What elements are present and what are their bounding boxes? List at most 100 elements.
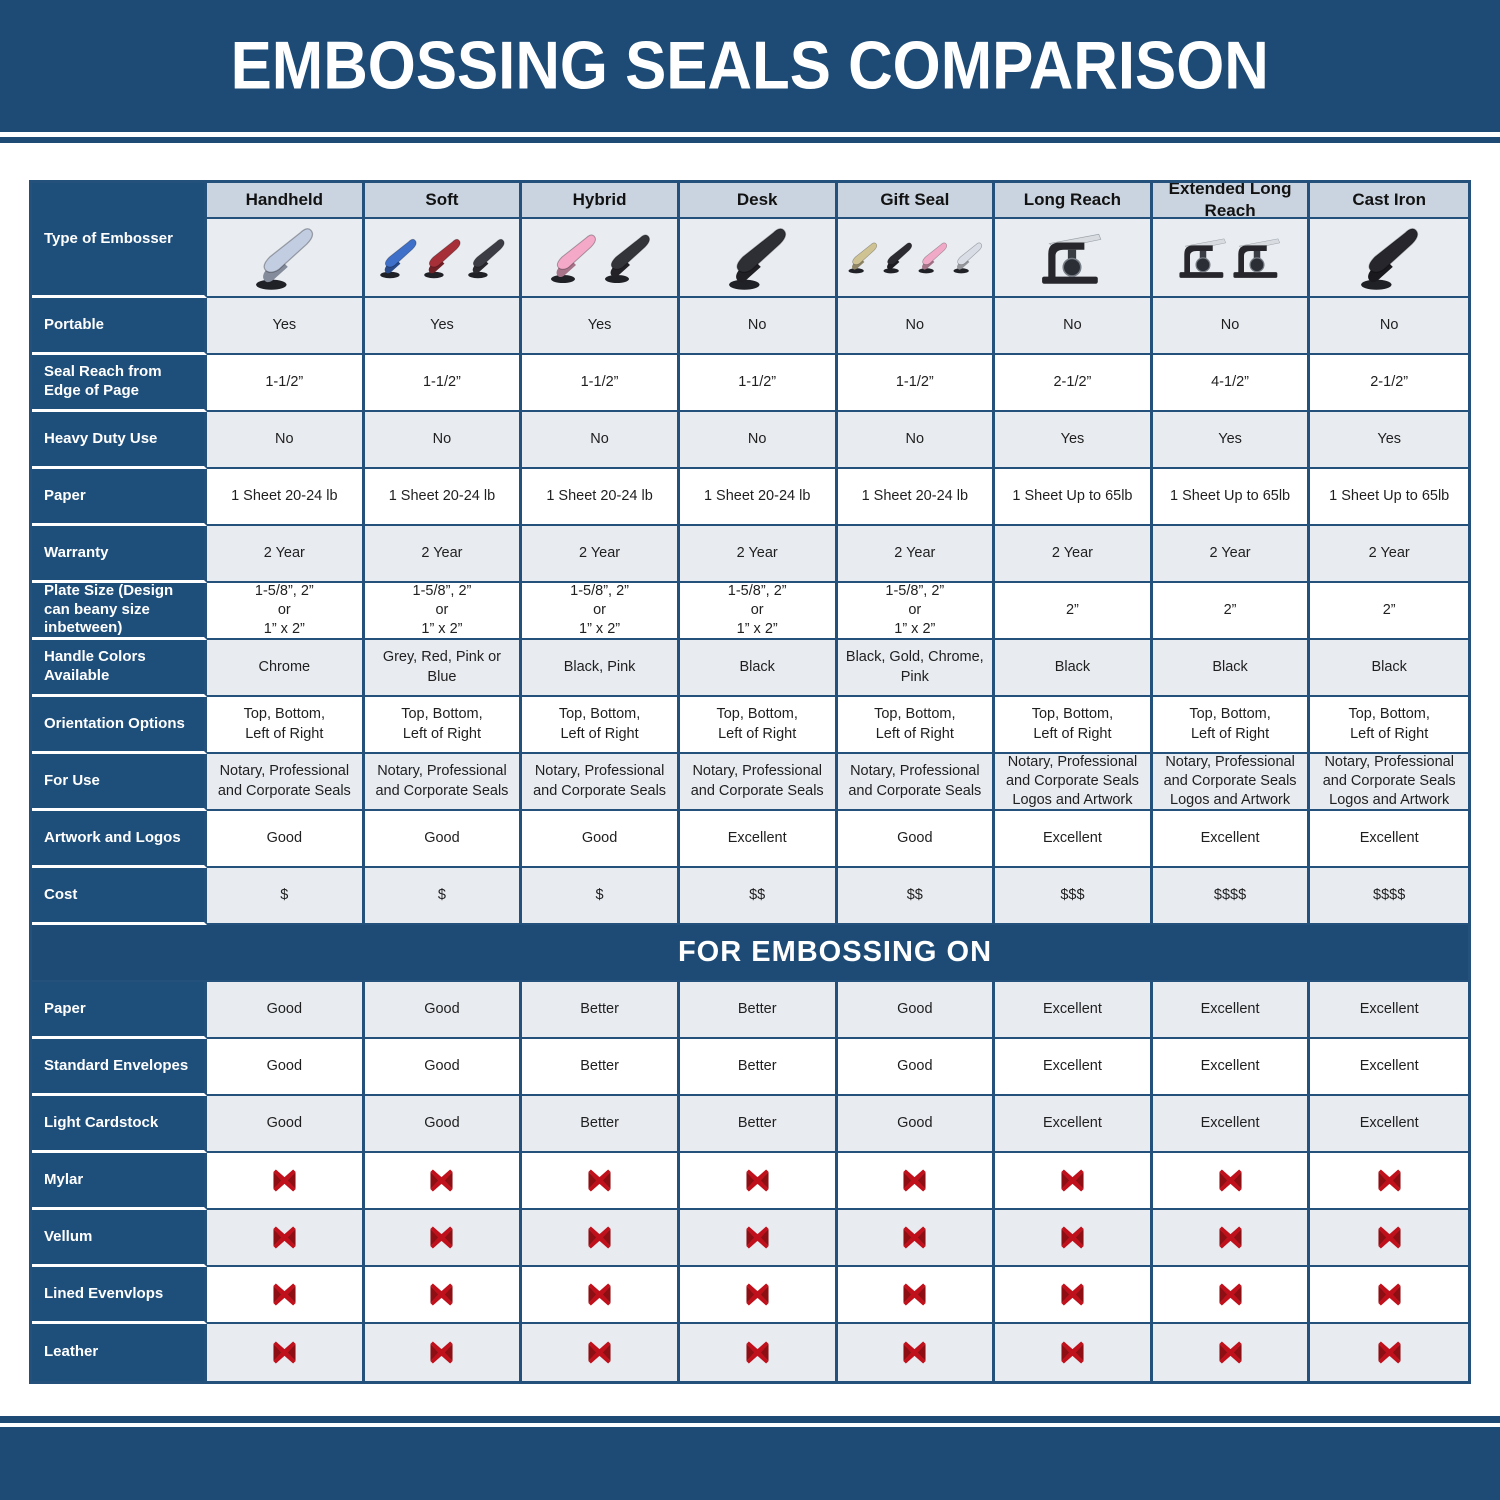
table-cell: 1-1/2”: [522, 355, 680, 412]
table-cell: Good: [837, 982, 996, 1039]
column-header-long-reach: Long Reach: [995, 183, 1153, 219]
table-cell: Top, Bottom, Left of Right: [364, 697, 523, 754]
embosser-image: [1233, 238, 1281, 278]
red-x-icon: [903, 1283, 926, 1306]
red-x-icon: [1378, 1341, 1401, 1364]
table-cell: 2 Year: [207, 526, 365, 583]
table-cell: Excellent: [1310, 1039, 1468, 1096]
column-header-soft: Soft: [364, 183, 523, 219]
table-cell: Black: [1152, 640, 1311, 697]
table-cell: Excellent: [679, 811, 838, 868]
table-cell: $$$$: [1310, 868, 1468, 925]
table-cell: Better: [679, 1039, 838, 1096]
red-x-icon: [430, 1341, 453, 1364]
table-cell: Yes: [522, 298, 680, 355]
red-x-icon: [1219, 1283, 1242, 1306]
table-cell: No: [679, 412, 838, 469]
red-x-icon: [1378, 1169, 1401, 1192]
row-label-standard-envelopes: Standard Envelopes: [32, 1039, 207, 1096]
table-cell: Excellent: [995, 811, 1153, 868]
red-x-icon: [1219, 1169, 1242, 1192]
table-cell: 2 Year: [837, 526, 996, 583]
table-cell: 1 Sheet 20-24 lb: [207, 469, 365, 526]
table-cell: Notary, Professional and Corporate Seals: [207, 754, 365, 811]
table-cell: 1 Sheet 20-24 lb: [837, 469, 996, 526]
table-cell: 2-1/2”: [1310, 355, 1468, 412]
table-cell: [364, 1324, 523, 1381]
table-cell: Black: [1310, 640, 1468, 697]
footer-band: [0, 1427, 1500, 1500]
embosser-image: [1179, 238, 1227, 278]
header-rule-gap: [0, 132, 1500, 137]
column-header-cast-iron: Cast Iron: [1310, 183, 1468, 219]
table-cell: Top, Bottom, Left of Right: [207, 697, 365, 754]
table-cell: Good: [364, 1039, 523, 1096]
table-cell: Top, Bottom, Left of Right: [995, 697, 1153, 754]
section-banner: FOR EMBOSSING ON: [32, 925, 1468, 982]
table-cell: Notary, Professional and Corporate Seals: [679, 754, 838, 811]
table-cell: 2 Year: [1310, 526, 1468, 583]
table-cell: [1152, 1267, 1311, 1324]
table-cell: Good: [364, 811, 523, 868]
table-cell: Black: [679, 640, 838, 697]
table-cell: No: [1152, 298, 1311, 355]
table-cell: [522, 1153, 680, 1210]
table-cell: Yes: [1310, 412, 1468, 469]
table-cell: [837, 1210, 996, 1267]
table-cell: No: [1310, 298, 1468, 355]
column-header-gift-seal: Gift Seal: [837, 183, 996, 219]
page-title: EMBOSSING SEALS COMPARISON: [230, 28, 1270, 104]
red-x-icon: [588, 1283, 611, 1306]
footer-rule-line: [0, 1416, 1500, 1423]
table-cell: [207, 1210, 365, 1267]
row-label-plate-size-design-can-beany-size-inbetween: Plate Size (Design can beany size inbetw…: [32, 583, 207, 640]
table-cell: Good: [207, 982, 365, 1039]
row-label-for-use: For Use: [32, 754, 207, 811]
row-label-vellum: Vellum: [32, 1210, 207, 1267]
embosser-image: [729, 227, 787, 290]
table-cell: Excellent: [1310, 811, 1468, 868]
red-x-icon: [273, 1169, 296, 1192]
table-cell: [207, 1153, 365, 1210]
table-cell: [837, 1153, 996, 1210]
red-x-icon: [588, 1341, 611, 1364]
embosser-image-cell: [995, 219, 1153, 298]
table-cell: [1152, 1324, 1311, 1381]
table-cell: [1310, 1324, 1468, 1381]
table-cell: Better: [679, 1096, 838, 1153]
table-cell: 1-5/8”, 2” or 1” x 2”: [679, 583, 838, 640]
embosser-image-cell: [679, 219, 838, 298]
table-cell: 2 Year: [679, 526, 838, 583]
table-cell: [837, 1324, 996, 1381]
table-cell: Good: [522, 811, 680, 868]
table-cell: Good: [364, 1096, 523, 1153]
embosser-image-cell: [1152, 219, 1311, 298]
table-cell: Notary, Professional and Corporate Seals…: [995, 754, 1153, 811]
table-cell: 2-1/2”: [995, 355, 1153, 412]
table-cell: 1-1/2”: [679, 355, 838, 412]
table-cell: Top, Bottom, Left of Right: [837, 697, 996, 754]
red-x-icon: [746, 1341, 769, 1364]
table-cell: Chrome: [207, 640, 365, 697]
table-cell: Good: [207, 1039, 365, 1096]
table-cell: $$$$: [1152, 868, 1311, 925]
row-label-paper: Paper: [32, 469, 207, 526]
embosser-image: [1361, 227, 1419, 290]
table-cell: Top, Bottom, Left of Right: [1152, 697, 1311, 754]
table-cell: Excellent: [1152, 1096, 1311, 1153]
table-cell: 4-1/2”: [1152, 355, 1311, 412]
column-header-hybrid: Hybrid: [522, 183, 680, 219]
red-x-icon: [1061, 1341, 1084, 1364]
table-cell: [364, 1153, 523, 1210]
red-x-icon: [903, 1341, 926, 1364]
embosser-image: [256, 227, 314, 290]
red-x-icon: [746, 1283, 769, 1306]
header-rule-line: [0, 137, 1500, 143]
table-cell: Black, Pink: [522, 640, 680, 697]
table-cell: 1 Sheet 20-24 lb: [364, 469, 523, 526]
embosser-image: [424, 238, 461, 278]
table-cell: Top, Bottom, Left of Right: [522, 697, 680, 754]
table-cell: $: [522, 868, 680, 925]
table-cell: Yes: [995, 412, 1153, 469]
table-cell: Good: [207, 811, 365, 868]
